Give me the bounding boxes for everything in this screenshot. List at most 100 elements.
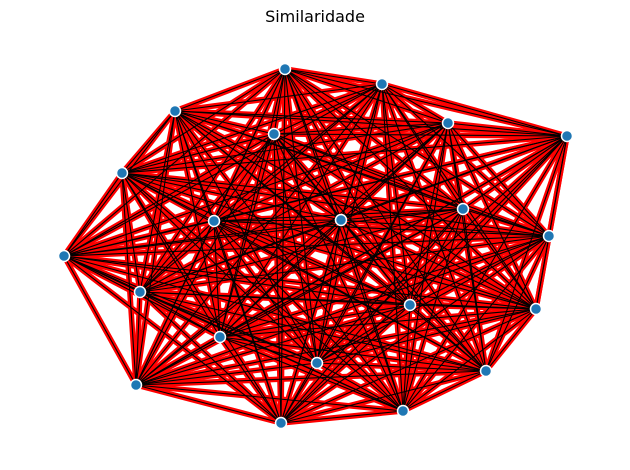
edge: [284, 68, 568, 137]
edge: [135, 235, 550, 386]
edge: [284, 68, 487, 372]
edge: [174, 110, 342, 221]
edge: [213, 220, 318, 364]
edge: [63, 68, 286, 257]
edge: [280, 235, 550, 424]
graph-node: [115, 166, 129, 180]
edge: [462, 208, 537, 310]
edge: [63, 208, 464, 257]
edge: [381, 83, 449, 124]
edge: [121, 135, 568, 174]
edge: [402, 370, 487, 412]
edge: [402, 122, 449, 412]
edge: [135, 304, 411, 386]
edge: [219, 219, 342, 338]
edge: [462, 208, 487, 372]
edge: [316, 304, 411, 364]
edge: [219, 336, 318, 364]
edge: [121, 172, 282, 424]
edge: [447, 122, 550, 237]
graph-node: [375, 77, 389, 91]
graph-node: [129, 378, 143, 392]
edge: [485, 135, 568, 372]
edge: [174, 83, 383, 112]
edge: [121, 172, 141, 293]
edge: [213, 122, 449, 222]
edge: [280, 410, 404, 424]
edge: [402, 208, 464, 412]
edge: [174, 110, 275, 135]
edge: [63, 219, 342, 257]
graph-node: [213, 330, 227, 344]
graph-node: [133, 285, 147, 299]
edge: [63, 235, 550, 257]
edge: [174, 110, 404, 412]
edge: [135, 133, 275, 386]
edge: [273, 122, 449, 135]
edge: [121, 122, 449, 174]
edge: [273, 133, 464, 210]
node-layer: [57, 62, 574, 430]
edge: [139, 291, 537, 310]
edge: [135, 208, 464, 386]
edge: [213, 220, 404, 412]
edge: [63, 220, 215, 257]
edge: [213, 219, 342, 222]
edge: [121, 172, 221, 338]
edge-layer-black: [63, 68, 568, 424]
graph-node: [168, 104, 182, 118]
edge: [135, 110, 176, 386]
edge: [340, 208, 464, 221]
edge: [139, 291, 404, 412]
edge: [213, 220, 537, 310]
edge: [139, 291, 221, 338]
graph-node: [479, 364, 493, 378]
edge: [121, 172, 464, 210]
edge: [219, 122, 449, 338]
edge: [280, 308, 537, 424]
edge: [121, 172, 550, 237]
graph-node: [560, 129, 574, 143]
edge: [447, 122, 568, 137]
edge: [63, 255, 137, 386]
edge: [63, 122, 449, 257]
edge: [316, 362, 487, 372]
edge: [409, 122, 449, 306]
edge: [121, 172, 537, 310]
edge: [284, 68, 383, 85]
edge: [63, 110, 176, 257]
edge: [139, 235, 550, 293]
edge: [63, 255, 537, 310]
graph-node: [403, 298, 417, 312]
edge: [462, 135, 568, 210]
edge: [219, 68, 286, 338]
graph-node: [310, 356, 324, 370]
edge: [316, 362, 404, 412]
edge: [121, 172, 342, 221]
edge: [273, 83, 383, 135]
edge: [139, 291, 282, 424]
edge: [219, 336, 404, 412]
edge: [280, 370, 487, 424]
edge: [174, 68, 286, 112]
edge: [485, 308, 537, 372]
edge: [409, 304, 487, 372]
edge: [121, 172, 404, 412]
edge: [135, 370, 487, 386]
edge: [316, 208, 464, 364]
edge: [402, 308, 537, 412]
edge: [139, 68, 286, 293]
edge: [462, 208, 550, 237]
edge: [316, 219, 342, 364]
graph-node: [267, 127, 281, 141]
edge: [135, 362, 318, 386]
graph-node: [334, 213, 348, 227]
graph-node: [441, 116, 455, 130]
edge: [409, 235, 550, 306]
edge: [174, 110, 449, 124]
edge: [135, 336, 221, 386]
edge: [273, 133, 550, 237]
graph-node: [529, 302, 543, 316]
edge: [273, 133, 537, 310]
edge: [139, 133, 275, 293]
